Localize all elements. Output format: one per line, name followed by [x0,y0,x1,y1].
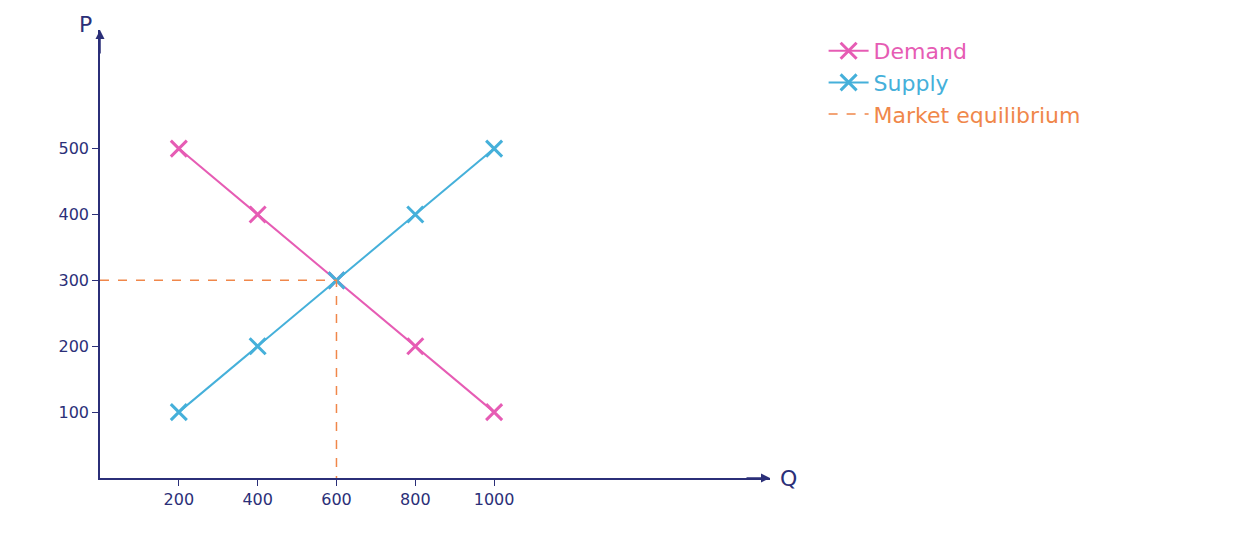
svg-text:200: 200 [164,490,195,509]
svg-text:500: 500 [59,139,90,158]
svg-text:P: P [79,12,92,37]
svg-text:200: 200 [59,337,90,356]
svg-text:600: 600 [321,490,352,509]
svg-text:800: 800 [400,490,431,509]
svg-text:400: 400 [59,205,90,224]
svg-text:Market equilibrium: Market equilibrium [874,103,1081,128]
svg-text:Supply: Supply [874,71,949,96]
svg-text:1000: 1000 [474,490,515,509]
svg-text:300: 300 [59,271,90,290]
svg-text:400: 400 [242,490,273,509]
svg-text:Demand: Demand [874,39,967,64]
svg-text:100: 100 [59,403,90,422]
svg-text:Q: Q [780,466,797,491]
